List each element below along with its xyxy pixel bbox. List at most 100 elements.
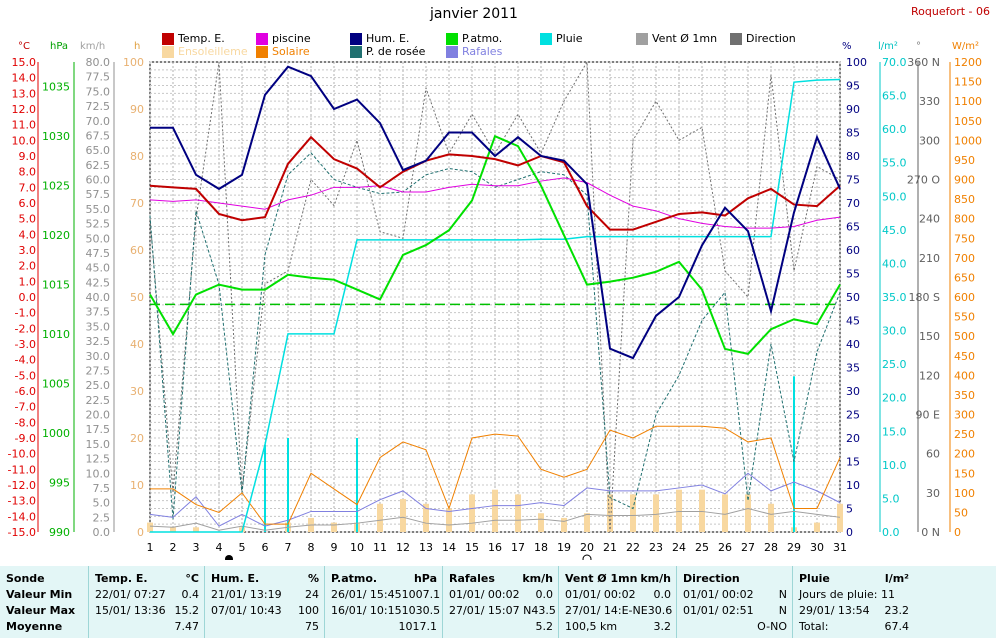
legend-label: Pluie [556, 32, 583, 45]
stats-cell: 01/01/ 00:02 [683, 588, 754, 601]
series-temp-line [149, 135, 841, 231]
sunshine-bar [768, 503, 774, 532]
x-tick-label: 14 [442, 541, 456, 554]
sunshine-bar [584, 513, 590, 532]
stats-row-label: Moyenne [6, 620, 63, 633]
solar-tick-label: 1150 [954, 76, 982, 89]
hpa-tick-label: 1025 [42, 180, 70, 193]
solar-tick-label: 1000 [954, 134, 982, 147]
temp-axis-title: °C [18, 41, 30, 52]
dir-tick-label: 360 N [907, 56, 940, 69]
series-pool-line [149, 177, 841, 229]
sunshine-bar [170, 527, 176, 532]
legend-label: piscine [272, 32, 311, 45]
x-tick-label: 9 [331, 541, 338, 554]
legend-item: P.atmo. [446, 32, 502, 45]
rain-tick-label: 30.0 [882, 325, 907, 338]
rain-tick-label: 20.0 [882, 392, 907, 405]
sunshine-bar [837, 503, 843, 532]
legend-swatch [446, 32, 458, 45]
pct-tick-label: 80 [846, 150, 860, 163]
dir-tick-label: 330 [919, 95, 940, 108]
series-humidity-line [150, 65, 841, 360]
stats-cell: 15/01/ 13:36 [95, 604, 166, 617]
stats-row: 100,5 km 3.2 [565, 620, 671, 636]
temp-tick-label: 1.0 [19, 275, 37, 288]
sunshine-bar [561, 517, 567, 532]
series-solar-line [150, 425, 841, 525]
solar-tick-label: 50 [954, 506, 968, 519]
temp-tick-label: 12.0 [12, 103, 37, 116]
rain-tick-label: 40.0 [882, 257, 907, 270]
rain-tick-label: 35.0 [882, 291, 907, 304]
stats-value: N [778, 604, 787, 617]
legend-swatch [350, 32, 362, 45]
pct-tick-label: 75 [846, 174, 860, 187]
kmh-tick-label: 10.0 [86, 467, 111, 480]
kmh-tick-label: 67.5 [86, 129, 111, 142]
rain-tick-label: 45.0 [882, 224, 907, 237]
solar-tick-label: 500 [954, 330, 975, 343]
sunshine-bar [469, 494, 475, 532]
legend-item: Vent Ø 1mn [636, 32, 717, 45]
stats-cell: 22/01/ 07:27 [95, 588, 166, 601]
kmh-tick-label: 20.0 [86, 409, 111, 422]
sunshine-bar [147, 522, 153, 532]
hpa-tick-label: 1020 [42, 229, 70, 242]
x-tick-label: 10 [350, 541, 364, 554]
stats-cell: 16/01/ 10:15 [331, 604, 402, 617]
solar-tick-label: 100 [954, 487, 975, 500]
stats-header: Rafales [449, 572, 495, 585]
temp-tick-label: -3.0 [15, 338, 36, 351]
sunshine-bar [377, 503, 383, 532]
stats-row-label: Valeur Max [6, 604, 76, 617]
pct-tick-label: 35 [846, 362, 860, 375]
h-tick-label: 40 [130, 338, 144, 351]
kmh-tick-label: 60.0 [86, 174, 111, 187]
legend-swatch [730, 32, 742, 45]
new-moon-icon [225, 555, 233, 560]
stats-value: 23.2 [884, 604, 910, 617]
h-tick-label: 0 [137, 526, 144, 539]
stats-value: 15.2 [174, 604, 200, 617]
kmh-tick-label: 27.5 [86, 364, 111, 377]
temp-tick-label: 6.0 [19, 197, 37, 210]
kmh-tick-label: 17.5 [86, 423, 111, 436]
temp-tick-label: -11.0 [8, 463, 36, 476]
stats-unit: hPa [413, 572, 437, 585]
pct-tick-label: 30 [846, 385, 860, 398]
hpa-tick-label: 1015 [42, 279, 70, 292]
hpa-tick-label: 1010 [42, 328, 70, 341]
chart-title: janvier 2011 [430, 6, 518, 22]
stats-header: Sonde [6, 572, 45, 585]
solar-tick-label: 900 [954, 174, 975, 187]
hpa-tick-label: 990 [49, 526, 70, 539]
h-tick-label: 10 [130, 479, 144, 492]
stats-row: 07/01/ 10:43 100 [211, 604, 319, 620]
legend-label: Rafales [462, 45, 503, 58]
stats-header: Vent Ø 1mn [565, 572, 638, 585]
pct-tick-label: 90 [846, 103, 860, 116]
legend-item: Hum. E. [350, 32, 409, 45]
rain-tick-label: 65.0 [882, 90, 907, 103]
pct-tick-label: 0 [846, 526, 853, 539]
x-tick-label: 23 [649, 541, 663, 554]
sunshine-bar [607, 494, 613, 532]
pct-tick-label: 70 [846, 197, 860, 210]
hpa-tick-label: 1000 [42, 427, 70, 440]
dir-tick-label: 90 E [916, 409, 940, 422]
dir-tick-label: 210 [919, 252, 940, 265]
pct-axis-title: % [842, 41, 852, 52]
x-tick-label: 28 [764, 541, 778, 554]
temp-tick-label: 14.0 [12, 72, 37, 85]
stats-cell: 01/01/ 00:02 [565, 588, 636, 601]
temp-tick-label: -8.0 [15, 416, 36, 429]
h-axis-title: h [134, 41, 141, 52]
full-moon-icon [582, 554, 592, 560]
weather-chart: 15.014.013.012.011.010.09.08.07.06.05.04… [8, 56, 982, 560]
x-tick-label: 25 [695, 541, 709, 554]
legend-item: P. de rosée [350, 45, 425, 58]
stats-header: Hum. E. [211, 572, 260, 585]
pct-tick-label: 85 [846, 127, 860, 140]
kmh-tick-label: 47.5 [86, 247, 111, 260]
